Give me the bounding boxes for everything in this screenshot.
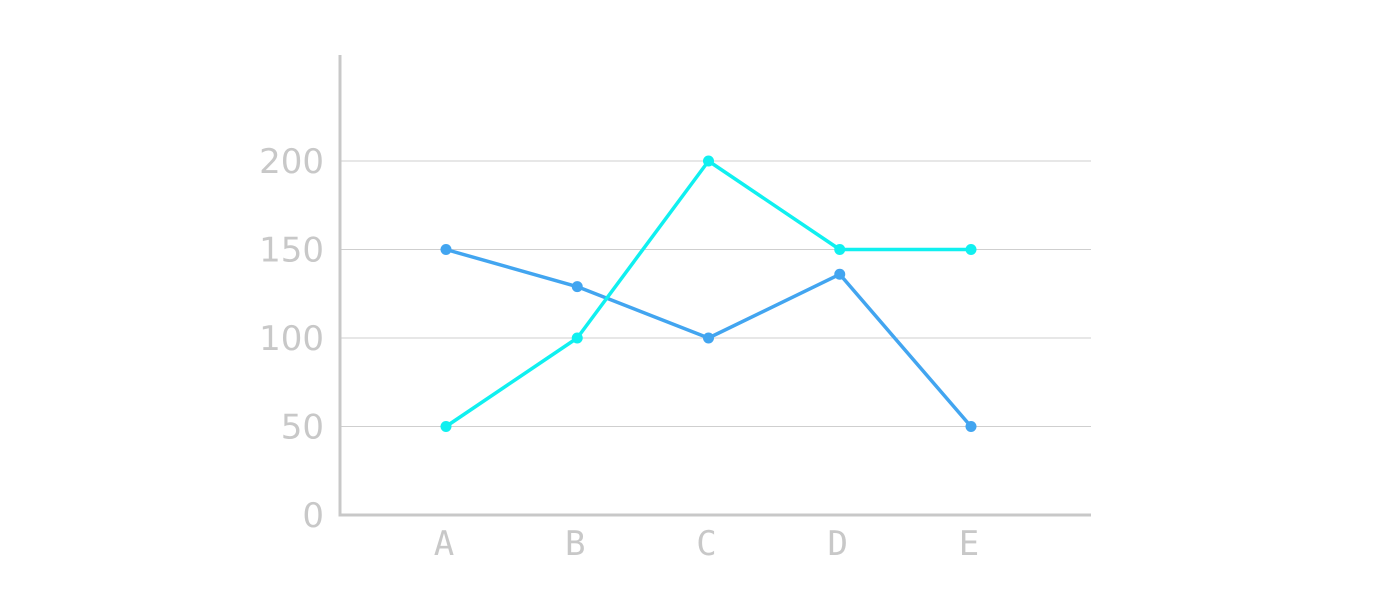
x-axis-tick-labels: A B C D E: [434, 524, 979, 564]
x-tick-label: E: [959, 524, 979, 564]
x-tick-label: D: [828, 524, 848, 564]
data-point[interactable]: [571, 332, 583, 344]
y-tick-label: 150: [259, 231, 324, 271]
x-tick-label: B: [565, 524, 585, 564]
series-2: [440, 155, 977, 432]
y-axis-tick-labels: 0 50 100 150 200: [259, 142, 324, 536]
series-line: [444, 159, 973, 429]
y-tick-label: 0: [302, 496, 324, 536]
grid-lines: [340, 160, 1091, 427]
data-point[interactable]: [703, 332, 714, 344]
y-tick-label: 100: [259, 319, 324, 359]
data-point[interactable]: [440, 244, 452, 255]
data-point[interactable]: [834, 244, 846, 255]
axes: [338, 55, 1091, 517]
y-tick-label: 50: [281, 408, 324, 448]
data-point[interactable]: [571, 281, 583, 293]
data-point[interactable]: [834, 268, 846, 280]
data-point[interactable]: [440, 421, 452, 432]
x-tick-label: C: [696, 524, 716, 564]
data-point[interactable]: [965, 244, 977, 255]
y-tick-label: 200: [259, 142, 324, 182]
series-layer: [440, 155, 977, 432]
x-tick-label: A: [434, 524, 454, 564]
series-1: [440, 244, 977, 432]
data-point[interactable]: [965, 421, 977, 432]
data-point[interactable]: [703, 155, 714, 167]
